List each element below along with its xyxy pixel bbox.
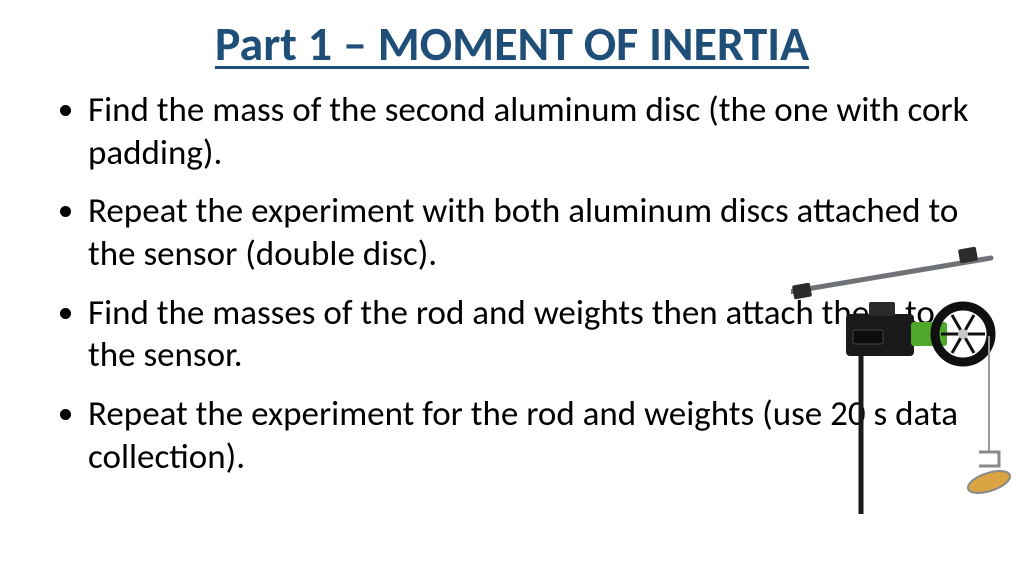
apparatus-figure — [791, 244, 1016, 514]
apparatus-icon — [791, 244, 1016, 514]
slide: Part 1 – MOMENT OF INERTIA Find the mass… — [0, 0, 1024, 576]
list-item: Find the mass of the second aluminum dis… — [88, 89, 976, 174]
slide-title: Part 1 – MOMENT OF INERTIA — [48, 14, 976, 73]
